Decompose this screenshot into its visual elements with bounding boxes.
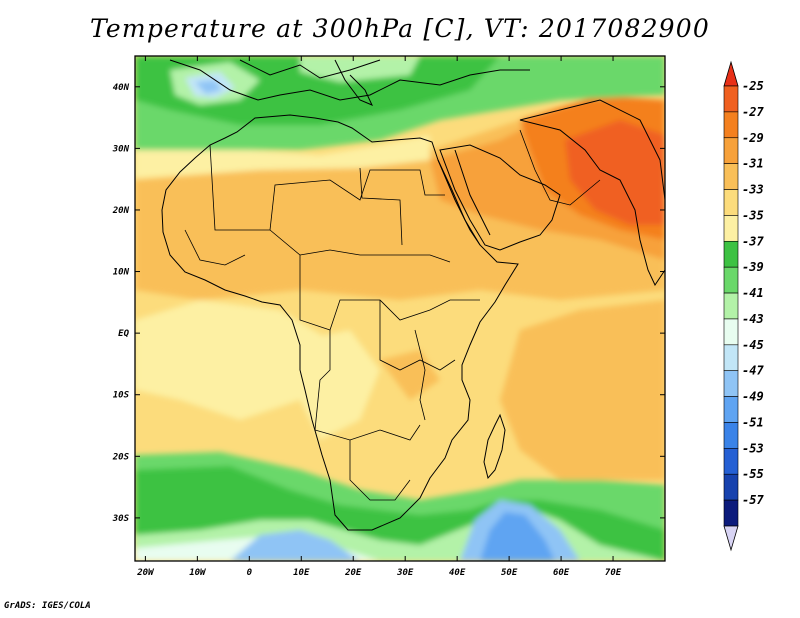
colorbar: -25 -27 -29 -31 -33 -35 -37 -39 -41 -43 -45 -47 -49 -… — [723, 60, 764, 552]
lat-tick-label: 10S — [113, 391, 130, 401]
grads-credit: GrADS: IGES/COLA — [4, 601, 91, 611]
colorbar-swatch — [723, 473, 739, 501]
colorbar-bottom-arrow — [723, 525, 739, 552]
lon-tick-label: 20W — [136, 568, 155, 578]
colorbar-label: -29 — [742, 131, 764, 145]
colorbar-swatch — [723, 292, 739, 320]
colorbar-label: -49 — [742, 390, 764, 404]
lon-tick-label: 20E — [344, 568, 362, 578]
colorbar-label: -31 — [742, 157, 764, 171]
colorbar-label: -57 — [742, 493, 764, 507]
colorbar-label: -27 — [742, 105, 764, 119]
country-borders — [184, 129, 601, 501]
colorbar-swatch — [723, 318, 739, 346]
lon-tick-label: 10E — [293, 568, 310, 578]
lat-tick-label: 20N — [112, 206, 130, 216]
colorbar-label: -39 — [742, 260, 764, 274]
colorbar-label: -37 — [742, 234, 764, 248]
colorbar-swatch — [723, 215, 739, 242]
lon-tick-label: 60E — [553, 568, 570, 578]
temperature-field — [135, 56, 665, 561]
colorbar-swatch — [723, 240, 739, 268]
colorbar-label: -55 — [742, 467, 764, 481]
colorbar-swatch — [723, 422, 739, 449]
lon-tick-label: 30E — [396, 568, 414, 578]
colorbar-label: -35 — [742, 208, 764, 222]
colorbar-swatch — [723, 370, 739, 397]
colorbar-label: -51 — [742, 415, 764, 429]
colorbar-swatch — [723, 163, 739, 190]
colorbar-swatch — [723, 499, 739, 527]
lon-tick-label: 10W — [189, 568, 207, 578]
plot-frame — [134, 55, 666, 562]
coastlines — [161, 59, 665, 531]
lat-tick-label: EQ — [118, 329, 129, 339]
colorbar-top-arrow — [723, 60, 739, 87]
colorbar-label: -53 — [742, 441, 764, 455]
lat-tick-label: 30S — [112, 514, 130, 524]
colorbar-swatch — [723, 111, 739, 139]
lat-tick-label: 30N — [112, 144, 130, 154]
lat-tick-label: 20S — [112, 452, 130, 462]
colorbar-label: -45 — [742, 338, 764, 352]
colorbar-swatch — [723, 189, 739, 216]
colorbar-label: -25 — [742, 79, 764, 93]
colorbar-label: -41 — [742, 286, 764, 300]
colorbar-swatch — [723, 137, 739, 164]
lon-tick-label: 40E — [449, 568, 466, 578]
colorbar-label: -33 — [742, 183, 764, 197]
colorbar-swatch — [723, 448, 739, 475]
colorbar-swatch — [723, 85, 739, 113]
colorbar-swatch — [723, 344, 739, 372]
colorbar-swatch — [723, 266, 739, 294]
map-title: Temperature at 300hPa [C], VT: 201708290… — [90, 14, 710, 43]
lon-tick-label: 50E — [501, 568, 518, 578]
colorbar-label: -47 — [742, 364, 764, 378]
colorbar-swatch — [723, 396, 739, 423]
lon-tick-label: 70E — [605, 568, 622, 578]
colorbar-label: -43 — [742, 312, 764, 326]
lat-tick-label: 10N — [113, 268, 130, 278]
lat-tick-label: 40N — [113, 83, 130, 93]
lon-tick-label: 0 — [247, 568, 253, 578]
axis-ticks: 20W 10W 0 10E 20E 30E 40E 50E 60E 70E 40N 30N 20N 10N… — [112, 56, 665, 578]
